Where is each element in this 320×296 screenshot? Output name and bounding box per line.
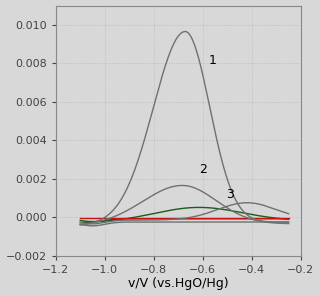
Text: 1: 1 bbox=[209, 54, 217, 67]
Text: 3: 3 bbox=[226, 188, 234, 201]
Text: 2: 2 bbox=[199, 163, 207, 176]
X-axis label: v/V (vs.HgO/Hg): v/V (vs.HgO/Hg) bbox=[128, 277, 228, 290]
